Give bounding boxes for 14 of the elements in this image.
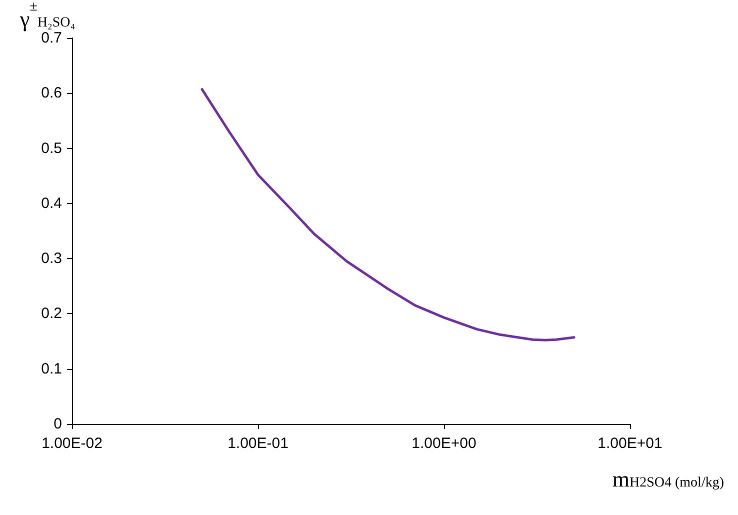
y-axis-title: γ±H₂SO₄ (19, 0, 76, 32)
y-tick-label: 0 (54, 416, 62, 432)
y-tick-label: 0.6 (41, 84, 62, 102)
x-tick-label: 1.00E+00 (412, 435, 476, 452)
x-axis-title: mH2SO4 (mol/kg) (612, 466, 724, 492)
x-tick-label: 1.00E+01 (598, 435, 662, 452)
y-tick-label: 0.1 (41, 360, 62, 378)
y-tick-label: 0.5 (41, 140, 62, 157)
x-tick-label: 1.00E-01 (228, 435, 288, 452)
y-tick-label: 0.3 (41, 250, 62, 268)
x-tick-label: 1.00E-02 (42, 435, 102, 452)
y-tick-label: 0.7 (41, 30, 62, 46)
y-tick-label: 0.2 (41, 305, 62, 322)
y-tick-label: 0.4 (41, 194, 62, 212)
